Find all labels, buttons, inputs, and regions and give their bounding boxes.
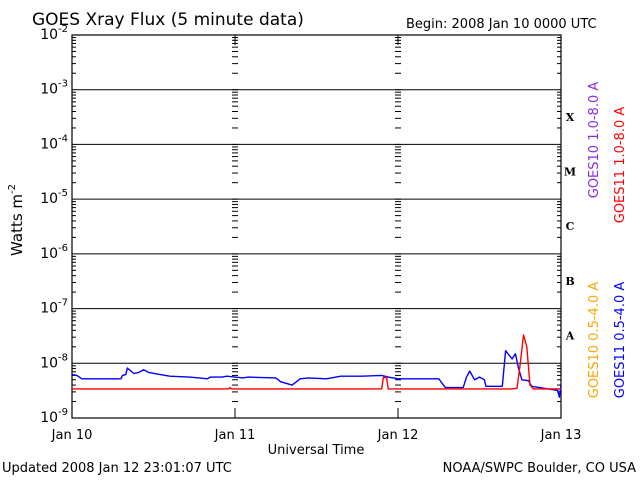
plot-area [71,34,562,419]
y-tick-label: 10-5 [40,188,68,207]
x-tick-label: Jan 11 [214,428,256,443]
y-tick-label: 10-8 [40,352,68,371]
x-tick-label: Jan 12 [377,428,419,443]
x-tick-label: Jan 10 [51,428,93,443]
y-tick-label: 10-4 [40,133,68,152]
legend-entry: GOES10 0.5-4.0 A [587,282,602,399]
x-axis: Jan 10 Jan 11 Jan 12 Jan 13 [51,428,582,443]
y-axis-label: Watts m [8,194,26,256]
chart-title: GOES Xray Flux (5 minute data) [32,10,304,30]
y-tick-label: 10-7 [40,298,68,317]
y-axis: 10-2 10-3 10-4 10-5 10-6 10-7 10-8 10-9 [40,24,68,426]
series-line [71,350,562,398]
flare-class-label: A [565,330,575,343]
x-axis-label: Universal Time [268,443,365,458]
flare-class-label: C [566,220,575,233]
x-tick-label: Jan 13 [540,428,582,443]
y-axis-label-exponent: -2 [7,184,18,194]
updated-timestamp: Updated 2008 Jan 12 23:01:07 UTC [2,461,232,476]
series-line [72,334,561,390]
plot-border [71,34,562,419]
y-tick-label: 10-6 [40,243,68,262]
data-series [71,334,562,398]
flare-class-labels: X M C B A [564,111,576,343]
legend-entry: GOES11 0.5-4.0 A [613,282,628,399]
source-credit: NOAA/SWPC Boulder, CO USA [443,461,636,476]
flare-class-label: B [565,275,574,288]
y-axis-title: Watts m-2 [7,184,26,256]
y-tick-label: 10-9 [40,407,68,426]
flare-class-label: M [564,166,576,179]
flare-class-label: X [566,111,575,124]
y-tick-label: 10-2 [40,24,68,43]
y-tick-label: 10-3 [40,79,68,98]
svg-text:Watts m-2: Watts m-2 [7,184,26,256]
legend-entry: GOES11 1.0-8.0 A [613,107,628,224]
legend-entry: GOES10 1.0-8.0 A [587,82,602,199]
begin-label: Begin: 2008 Jan 10 0000 UTC [406,17,597,32]
legend: GOES10 1.0-8.0 A GOES11 1.0-8.0 A GOES10 0… [587,82,628,399]
